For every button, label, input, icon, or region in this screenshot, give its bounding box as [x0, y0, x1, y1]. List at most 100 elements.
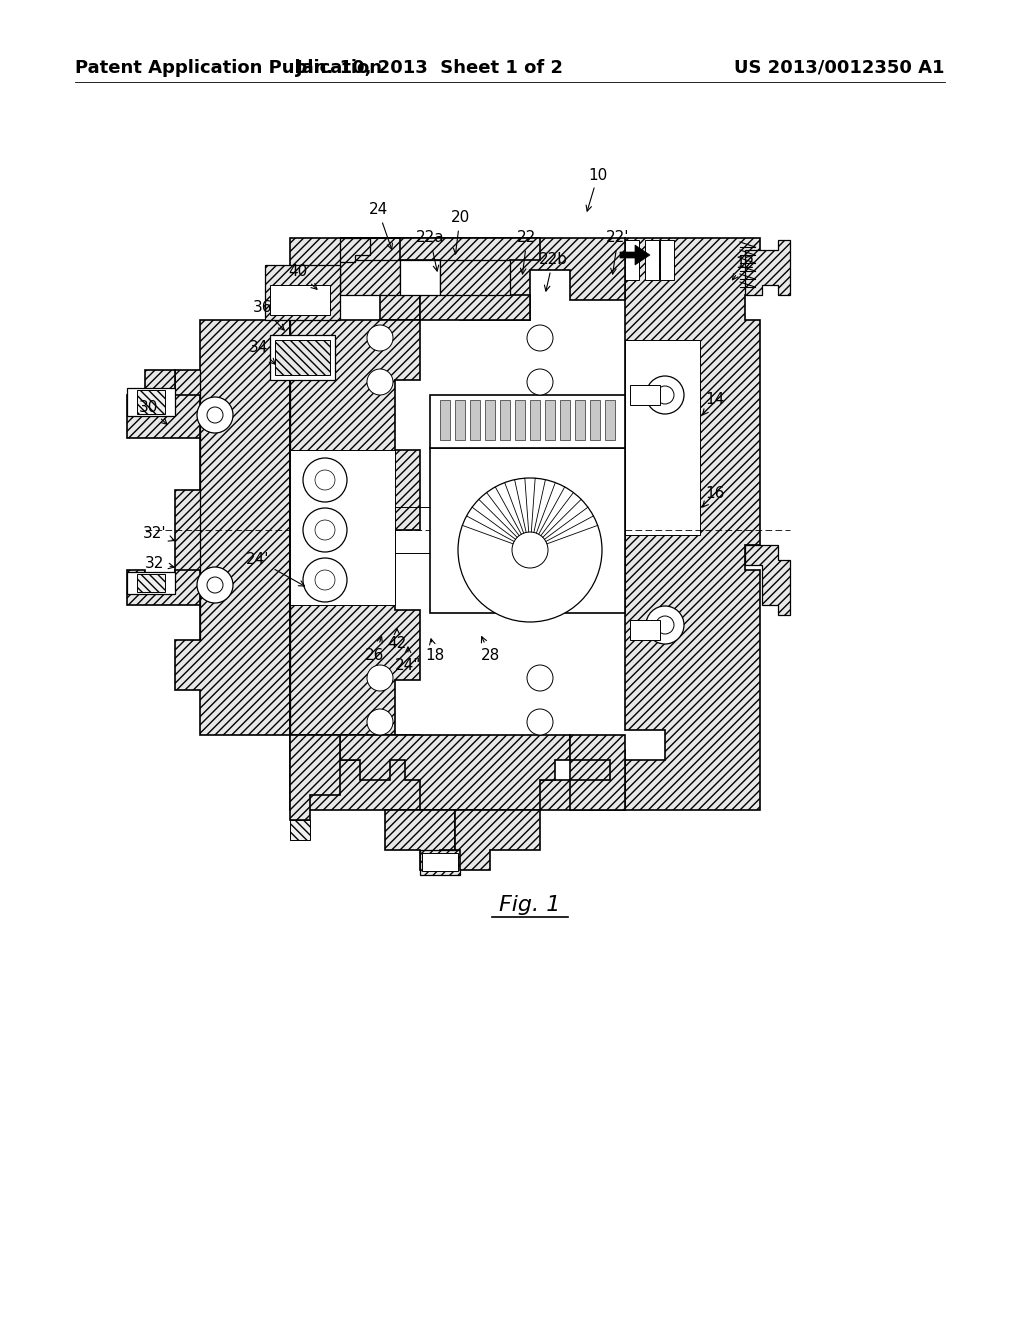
Polygon shape — [630, 385, 660, 405]
Polygon shape — [265, 265, 340, 319]
Text: 30: 30 — [138, 400, 167, 424]
Text: 14: 14 — [702, 392, 725, 414]
Polygon shape — [290, 238, 625, 319]
Polygon shape — [560, 400, 570, 440]
Text: US 2013/0012350 A1: US 2013/0012350 A1 — [734, 59, 945, 77]
Text: 28: 28 — [480, 636, 500, 663]
Polygon shape — [420, 850, 460, 875]
Circle shape — [207, 577, 223, 593]
Circle shape — [527, 325, 553, 351]
Circle shape — [315, 520, 335, 540]
Circle shape — [303, 458, 347, 502]
Circle shape — [367, 665, 393, 690]
Polygon shape — [625, 240, 639, 280]
Circle shape — [527, 665, 553, 690]
Polygon shape — [545, 400, 555, 440]
Polygon shape — [340, 735, 570, 810]
Text: 22: 22 — [517, 231, 537, 275]
Polygon shape — [290, 735, 625, 810]
Text: 32: 32 — [145, 556, 174, 570]
Polygon shape — [470, 400, 480, 440]
Circle shape — [656, 616, 674, 634]
Text: 32': 32' — [143, 525, 174, 541]
Circle shape — [512, 532, 548, 568]
Text: 36: 36 — [253, 301, 285, 330]
Circle shape — [303, 508, 347, 552]
Circle shape — [197, 568, 233, 603]
Text: 18: 18 — [425, 639, 444, 663]
Circle shape — [315, 570, 335, 590]
Polygon shape — [630, 620, 660, 640]
Polygon shape — [605, 400, 615, 440]
Polygon shape — [485, 400, 495, 440]
Polygon shape — [385, 810, 455, 870]
Polygon shape — [660, 240, 674, 280]
Polygon shape — [290, 319, 420, 735]
Polygon shape — [590, 400, 600, 440]
Circle shape — [367, 370, 393, 395]
Polygon shape — [530, 400, 540, 440]
Polygon shape — [430, 395, 625, 447]
Circle shape — [527, 370, 553, 395]
Text: 22a: 22a — [416, 231, 444, 271]
Polygon shape — [340, 238, 370, 261]
Text: 24": 24" — [395, 647, 421, 672]
Circle shape — [656, 385, 674, 404]
Polygon shape — [270, 285, 330, 315]
Polygon shape — [175, 319, 290, 735]
Polygon shape — [275, 341, 330, 375]
Polygon shape — [340, 238, 540, 319]
Text: 16: 16 — [702, 486, 725, 507]
Circle shape — [458, 478, 602, 622]
Text: Jan. 10, 2013  Sheet 1 of 2: Jan. 10, 2013 Sheet 1 of 2 — [296, 59, 564, 77]
Polygon shape — [127, 388, 175, 416]
Polygon shape — [137, 574, 165, 591]
Polygon shape — [500, 400, 510, 440]
Text: Fig. 1: Fig. 1 — [500, 895, 561, 915]
Text: 22': 22' — [606, 231, 630, 275]
Polygon shape — [570, 735, 625, 810]
Polygon shape — [340, 260, 400, 294]
Text: 24: 24 — [369, 202, 392, 249]
Text: 10: 10 — [586, 168, 607, 211]
Polygon shape — [290, 820, 310, 840]
Polygon shape — [430, 447, 625, 612]
Polygon shape — [127, 570, 200, 605]
Polygon shape — [455, 810, 540, 870]
Text: 34: 34 — [248, 339, 275, 364]
Polygon shape — [745, 240, 790, 294]
Text: 20: 20 — [451, 210, 470, 253]
Polygon shape — [270, 335, 335, 380]
Polygon shape — [127, 572, 175, 594]
Polygon shape — [625, 341, 700, 535]
Circle shape — [367, 325, 393, 351]
Text: Patent Application Publication: Patent Application Publication — [75, 59, 382, 77]
Polygon shape — [137, 389, 165, 414]
Circle shape — [527, 709, 553, 735]
Circle shape — [646, 376, 684, 414]
Polygon shape — [290, 450, 395, 605]
Polygon shape — [422, 853, 458, 871]
Polygon shape — [400, 260, 440, 294]
Text: 24': 24' — [246, 553, 304, 586]
Text: 26: 26 — [366, 636, 385, 663]
Polygon shape — [440, 260, 510, 294]
Polygon shape — [620, 246, 650, 265]
Polygon shape — [625, 238, 760, 810]
Polygon shape — [290, 735, 340, 820]
Text: 12: 12 — [732, 256, 755, 280]
Circle shape — [197, 397, 233, 433]
Polygon shape — [515, 400, 525, 440]
Circle shape — [303, 558, 347, 602]
Text: 40: 40 — [289, 264, 317, 289]
Polygon shape — [440, 400, 450, 440]
Circle shape — [646, 606, 684, 644]
Polygon shape — [455, 400, 465, 440]
Text: 22b: 22b — [539, 252, 567, 292]
Circle shape — [207, 407, 223, 422]
Text: 42: 42 — [387, 630, 407, 651]
Polygon shape — [575, 400, 585, 440]
Polygon shape — [745, 545, 790, 615]
Circle shape — [315, 470, 335, 490]
Polygon shape — [645, 240, 659, 280]
